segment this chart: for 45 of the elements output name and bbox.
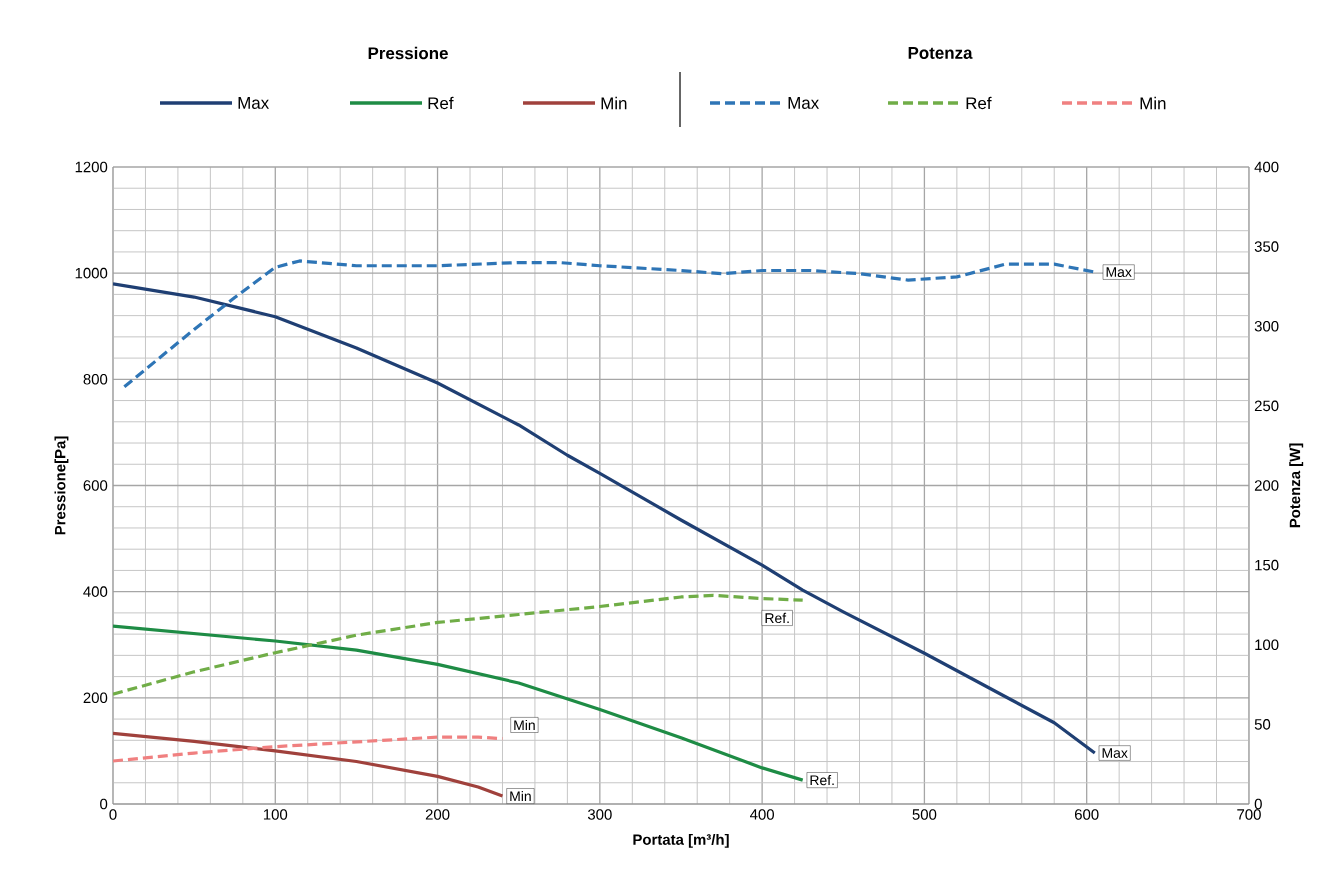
x-tick-label: 700: [1237, 809, 1261, 820]
legend-label: Ref: [428, 96, 454, 110]
legend-label: Min: [1140, 96, 1166, 110]
y2-tick-label: 0: [1254, 798, 1262, 810]
line-series: [113, 593, 805, 696]
y2-axis-title: Potenza [W]: [1289, 443, 1304, 528]
annotation: Ref.: [765, 612, 789, 624]
text: Potenza: [908, 47, 973, 59]
y2-tick-label: 150: [1255, 559, 1279, 571]
x-tick-label: 200: [425, 809, 450, 820]
annotation: Min: [510, 790, 531, 802]
y2-tick-label: 250: [1254, 400, 1279, 412]
y2-tick-label: 100: [1255, 639, 1279, 651]
legend-label: Max: [238, 97, 269, 109]
annotation: Max: [1102, 748, 1128, 758]
x-tick-label: 100: [263, 809, 288, 820]
x-tick-label: 500: [912, 809, 937, 820]
y-tick-label: 800: [83, 374, 108, 385]
line-series: [113, 731, 505, 798]
text: Pressione: [368, 46, 448, 60]
x-tick-label: 400: [750, 809, 774, 820]
x-tick-label: 300: [587, 809, 612, 820]
line-series: [113, 624, 805, 782]
x-tick-label: 600: [1074, 809, 1099, 820]
annotation: Max: [1106, 267, 1132, 277]
x-axis-title: Portata [m³/h]: [633, 833, 729, 848]
y-tick-label: 1200: [75, 161, 108, 173]
annotation: Ref.: [810, 775, 834, 786]
y2-tick-label: 50: [1254, 719, 1271, 730]
y-tick-label: 200: [83, 692, 108, 704]
y-axis-title: Pressione[Pa]: [54, 436, 69, 535]
legend-label: Ref: [966, 96, 992, 110]
annotation: Min: [514, 719, 535, 731]
y-tick-label: 1000: [75, 267, 108, 279]
y2-tick-label: 400: [1254, 161, 1279, 173]
legend-label: Max: [788, 97, 819, 109]
y-tick-label: 0: [100, 798, 108, 810]
x-tick-label: 0: [109, 809, 117, 820]
y2-tick-label: 350: [1254, 241, 1279, 252]
y2-tick-label: 200: [1254, 480, 1279, 491]
y2-tick-label: 300: [1254, 320, 1279, 332]
y-tick-label: 400: [83, 586, 108, 597]
y-tick-label: 600: [83, 480, 108, 491]
line-series: [113, 282, 1097, 755]
legend-label: Min: [601, 96, 627, 110]
